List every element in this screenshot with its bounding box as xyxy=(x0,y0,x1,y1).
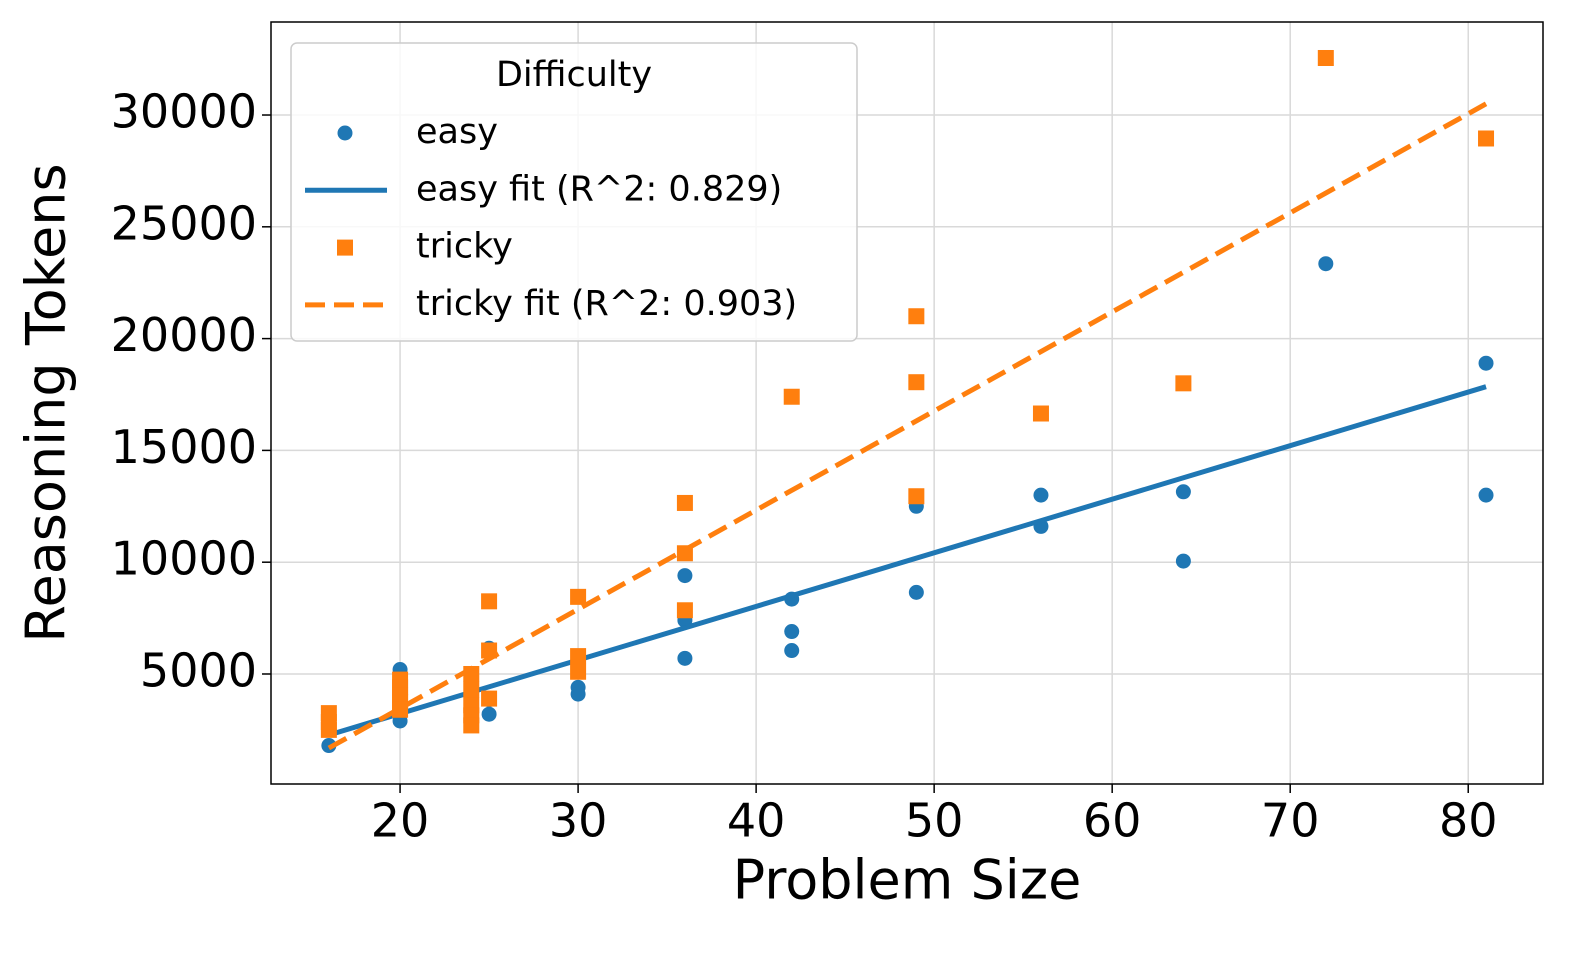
legend-title: Difficulty xyxy=(496,55,652,95)
point xyxy=(908,584,924,600)
point xyxy=(1175,375,1192,392)
point xyxy=(677,650,693,666)
point xyxy=(481,593,498,610)
point xyxy=(908,488,925,505)
point xyxy=(481,706,497,722)
x-tick-label: 20 xyxy=(371,794,430,848)
point xyxy=(1478,355,1494,371)
y-tick-label: 30000 xyxy=(111,85,257,139)
y-tick-label: 25000 xyxy=(111,196,257,250)
point xyxy=(908,374,925,391)
point xyxy=(1032,405,1049,422)
legend-box xyxy=(290,42,858,342)
point xyxy=(570,686,586,702)
fit-line xyxy=(327,101,1488,751)
legend-label: tricky fit (R^2: 0.903) xyxy=(416,284,797,324)
point xyxy=(1317,49,1334,66)
point xyxy=(783,388,800,405)
legend-marker xyxy=(337,125,353,141)
legend-label: easy xyxy=(416,112,498,152)
point xyxy=(320,721,337,738)
legend-marker xyxy=(337,239,353,256)
fit-line xyxy=(328,384,1487,738)
y-tick-label: 5000 xyxy=(140,643,257,697)
point xyxy=(570,648,587,665)
point xyxy=(1318,256,1334,272)
point xyxy=(570,588,587,605)
x-tick-label: 80 xyxy=(1439,794,1498,848)
legend: Difficulty easy easy fit (R^2: 0.829) trick… xyxy=(290,42,858,342)
x-tick-label: 30 xyxy=(549,794,608,848)
y-tick-label: 15000 xyxy=(111,420,257,474)
point xyxy=(463,717,480,734)
legend-label: tricky xyxy=(416,227,513,267)
point xyxy=(481,690,498,707)
y-tick-label: 10000 xyxy=(111,532,257,586)
point xyxy=(784,624,800,640)
point xyxy=(1478,130,1495,147)
plot-frame xyxy=(270,21,1544,785)
point xyxy=(784,643,800,659)
point xyxy=(463,681,480,698)
point xyxy=(677,568,693,584)
point xyxy=(1175,484,1191,500)
point xyxy=(1033,487,1049,503)
point xyxy=(570,663,587,680)
legend-label: easy fit (R^2: 0.829) xyxy=(416,169,782,209)
point xyxy=(392,701,409,718)
x-tick-label: 40 xyxy=(727,794,786,848)
point xyxy=(908,308,925,325)
point xyxy=(1478,487,1494,503)
x-axis-label: Problem Size xyxy=(733,849,1082,912)
point xyxy=(676,602,693,619)
point xyxy=(1175,553,1191,569)
y-tick-label: 20000 xyxy=(111,308,257,362)
x-tick-label: 70 xyxy=(1261,794,1320,848)
x-tick-label: 60 xyxy=(1083,794,1142,848)
point xyxy=(676,494,693,511)
y-axis-label: Reasoning Tokens xyxy=(15,163,78,642)
x-tick-label: 50 xyxy=(905,794,964,848)
